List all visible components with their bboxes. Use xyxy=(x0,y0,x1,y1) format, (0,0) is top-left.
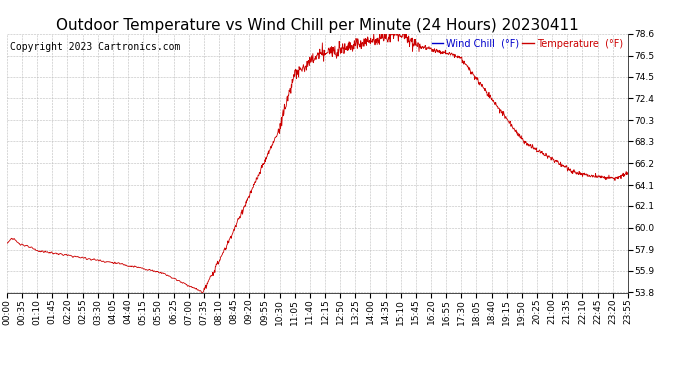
Title: Outdoor Temperature vs Wind Chill per Minute (24 Hours) 20230411: Outdoor Temperature vs Wind Chill per Mi… xyxy=(56,18,579,33)
Legend: Wind Chill  (°F), Temperature  (°F): Wind Chill (°F), Temperature (°F) xyxy=(428,35,627,52)
Text: Copyright 2023 Cartronics.com: Copyright 2023 Cartronics.com xyxy=(10,42,180,51)
